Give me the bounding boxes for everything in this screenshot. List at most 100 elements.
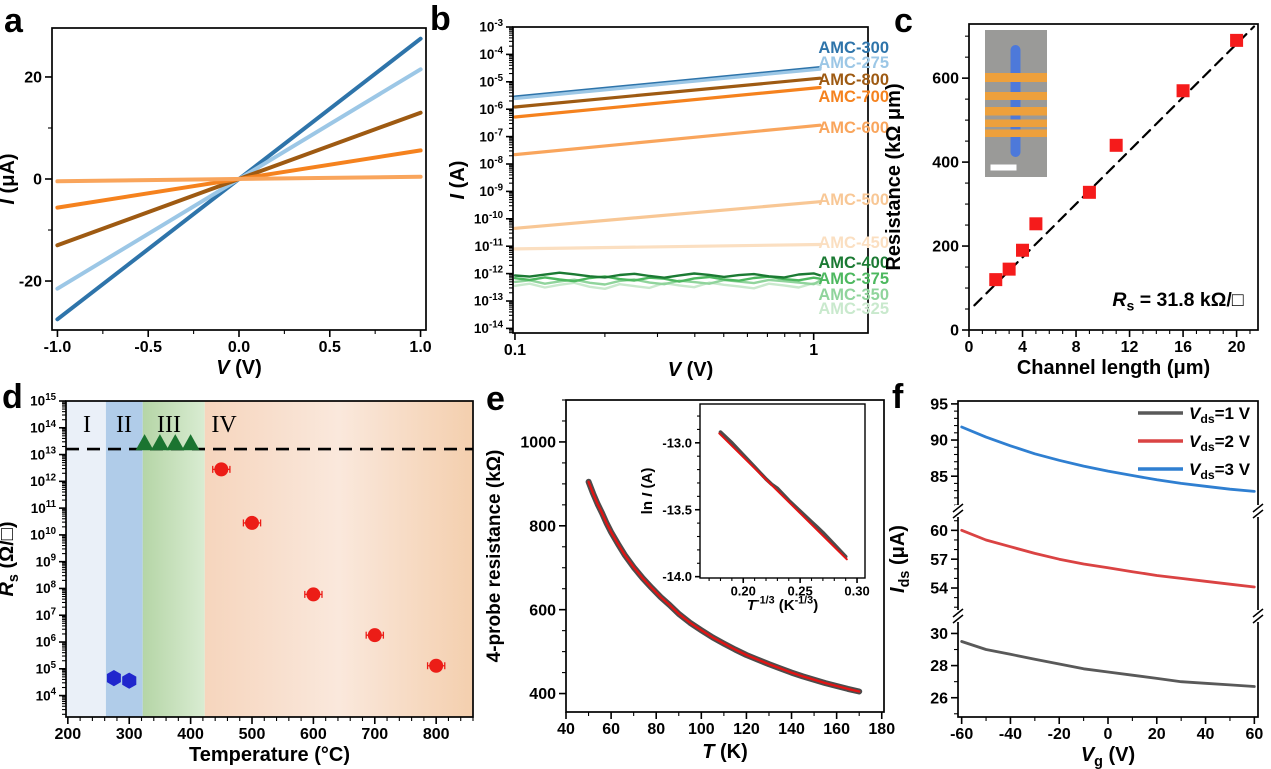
- svg-text:Channel length (μm): Channel length (μm): [1017, 357, 1210, 379]
- svg-text:AMC-375: AMC-375: [818, 270, 889, 288]
- svg-text:-20: -20: [19, 274, 42, 291]
- svg-text:80: 80: [647, 721, 665, 738]
- svg-text:AMC-325: AMC-325: [818, 300, 889, 318]
- svg-text:1012: 1012: [30, 472, 56, 489]
- svg-text:400: 400: [932, 155, 959, 172]
- svg-text:28: 28: [930, 658, 948, 675]
- svg-text:Vds=3 V: Vds=3 V: [1189, 460, 1251, 482]
- panel-letter-c: c: [894, 2, 913, 40]
- svg-text:60: 60: [602, 721, 620, 738]
- svg-text:-1.0: -1.0: [44, 339, 72, 356]
- svg-text:Vds=1 V: Vds=1 V: [1189, 404, 1251, 426]
- svg-text:AMC-300: AMC-300: [818, 39, 889, 57]
- svg-text:AMC-450: AMC-450: [818, 234, 889, 252]
- svg-text:0: 0: [950, 323, 959, 340]
- svg-text:30: 30: [930, 626, 948, 643]
- svg-text:0.1: 0.1: [504, 342, 526, 359]
- svg-text:Vg (V): Vg (V): [1081, 744, 1135, 769]
- svg-text:4-probe resistance (kΩ): 4-probe resistance (kΩ): [484, 450, 505, 663]
- svg-text:10-13: 10-13: [474, 292, 504, 309]
- panel-d-sheet-resistance-chart: 200 300 400 500 600 700 800 104 105 106 107 108 109 1…: [0, 392, 474, 766]
- svg-text:-14.0: -14.0: [662, 569, 692, 584]
- svg-text:20: 20: [1148, 726, 1166, 743]
- svg-text:0.5: 0.5: [319, 339, 341, 356]
- svg-text:AMC-500: AMC-500: [818, 191, 889, 209]
- svg-text:I (μA): I (μA): [0, 153, 19, 204]
- svg-text:140: 140: [778, 721, 805, 738]
- svg-text:1011: 1011: [31, 499, 57, 516]
- svg-text:AMC-350: AMC-350: [818, 286, 889, 304]
- svg-text:I (A): I (A): [447, 161, 469, 200]
- svg-text:1.0: 1.0: [409, 339, 431, 356]
- panel-a-iv-curves-chart: -1.0 -0.5 0.0 0.5 1.0 -20 0 20 V (V) I (μA): [0, 27, 432, 379]
- svg-text:10-10: 10-10: [474, 210, 503, 227]
- svg-text:160: 160: [823, 721, 850, 738]
- svg-text:Ids (μA): Ids (μA): [887, 525, 913, 593]
- svg-text:AMC-600: AMC-600: [818, 119, 889, 137]
- svg-text:800: 800: [423, 726, 450, 743]
- svg-text:10-11: 10-11: [474, 237, 503, 254]
- svg-text:10-14: 10-14: [474, 319, 504, 336]
- svg-text:200: 200: [54, 726, 81, 743]
- svg-text:I: I: [83, 412, 91, 438]
- svg-text:16: 16: [1174, 339, 1192, 356]
- svg-text:100: 100: [688, 721, 715, 738]
- svg-text:T-1/3 (K-1/3): T-1/3 (K-1/3): [747, 595, 818, 614]
- svg-text:V (V): V (V): [668, 359, 714, 381]
- svg-text:57: 57: [930, 552, 948, 569]
- svg-text:104: 104: [36, 687, 57, 704]
- svg-text:10-12: 10-12: [474, 265, 504, 282]
- svg-text:AMC-275: AMC-275: [818, 54, 889, 72]
- svg-text:0.25: 0.25: [787, 583, 812, 598]
- svg-text:1: 1: [809, 342, 818, 359]
- svg-text:85: 85: [930, 469, 948, 486]
- panel-letter-a: a: [4, 2, 23, 40]
- svg-text:106: 106: [36, 633, 57, 650]
- svg-text:120: 120: [733, 721, 760, 738]
- svg-text:60: 60: [930, 523, 948, 540]
- svg-text:20: 20: [1228, 339, 1246, 356]
- svg-text:1013: 1013: [30, 446, 56, 463]
- svg-text:600: 600: [529, 602, 556, 619]
- svg-text:Rs = 31.8 kΩ/□: Rs = 31.8 kΩ/□: [1112, 289, 1243, 314]
- svg-text:12: 12: [1121, 339, 1139, 356]
- svg-text:10-8: 10-8: [479, 155, 503, 172]
- svg-text:20: 20: [24, 70, 42, 87]
- svg-text:AMC-400: AMC-400: [818, 254, 889, 272]
- svg-text:108: 108: [36, 580, 57, 597]
- svg-text:-60: -60: [950, 726, 973, 743]
- svg-text:AMC-700: AMC-700: [818, 88, 889, 106]
- svg-text:-13.5: -13.5: [662, 502, 692, 517]
- svg-text:700: 700: [361, 726, 388, 743]
- svg-text:1015: 1015: [30, 392, 56, 409]
- svg-text:IV: IV: [211, 412, 237, 438]
- panel-e-temperature-dependence-chart: 40 60 80 100 120 140 160 180 400 600 800 1000 T (K) 4…: [484, 399, 895, 763]
- svg-text:-0.5: -0.5: [134, 339, 162, 356]
- svg-text:0: 0: [965, 339, 974, 356]
- svg-text:400: 400: [529, 686, 556, 703]
- svg-text:0: 0: [33, 172, 42, 189]
- svg-text:500: 500: [239, 726, 266, 743]
- svg-text:V (V): V (V): [216, 357, 262, 379]
- svg-text:1014: 1014: [30, 419, 56, 436]
- svg-text:300: 300: [116, 726, 143, 743]
- svg-text:0: 0: [1104, 726, 1113, 743]
- svg-text:0.30: 0.30: [844, 583, 869, 598]
- svg-text:109: 109: [36, 553, 57, 570]
- svg-text:40: 40: [557, 721, 575, 738]
- svg-text:Rs (Ω/□): Rs (Ω/□): [0, 521, 22, 596]
- svg-text:95: 95: [930, 396, 948, 413]
- svg-text:600: 600: [932, 71, 959, 88]
- svg-text:1000: 1000: [520, 435, 556, 452]
- svg-text:90: 90: [930, 433, 948, 450]
- svg-text:600: 600: [300, 726, 327, 743]
- svg-text:105: 105: [36, 660, 57, 677]
- svg-text:800: 800: [529, 518, 556, 535]
- svg-text:0.20: 0.20: [731, 583, 756, 598]
- svg-text:180: 180: [868, 721, 895, 738]
- svg-text:8: 8: [1072, 339, 1081, 356]
- svg-text:10-5: 10-5: [479, 73, 503, 90]
- svg-text:400: 400: [177, 726, 204, 743]
